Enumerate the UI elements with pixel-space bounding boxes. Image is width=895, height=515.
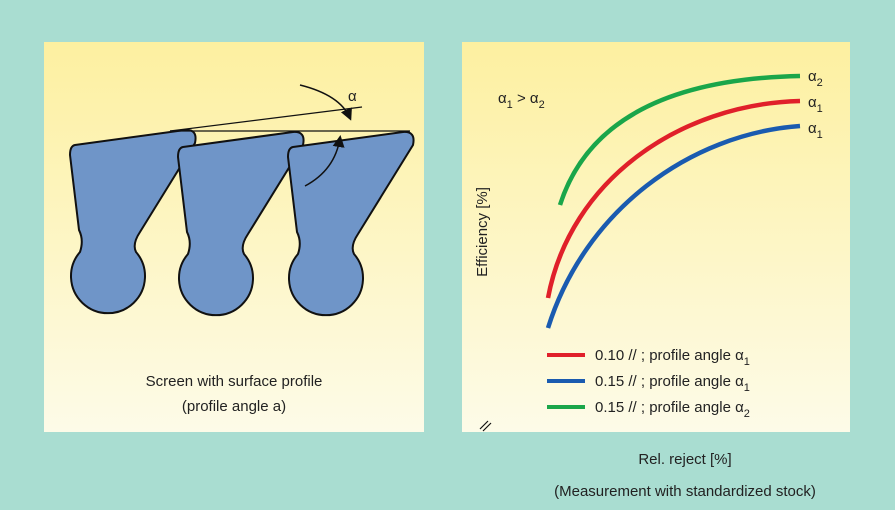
angle-label: α (348, 88, 357, 105)
caption: Screen with surface profile (146, 373, 323, 390)
symbol: α (735, 399, 744, 416)
y-axis-label: Efficiency [%] (474, 187, 491, 277)
symbol: α (498, 90, 507, 107)
angle-arrow (299, 84, 352, 121)
legend-label: 0.10 // ; profile angle α1 (595, 347, 750, 368)
subscript: 1 (817, 103, 823, 115)
symbol: α (530, 90, 539, 107)
relation-label: α1 > α2 (498, 90, 545, 111)
curve-label: α1 (808, 94, 823, 115)
symbol: α (808, 120, 817, 137)
symbol: α (735, 373, 744, 390)
angle-arrow (304, 135, 345, 187)
x-axis-label: (Measurement with standardized stock) (554, 483, 816, 500)
curve-label: α1 (808, 120, 823, 141)
symbol: α (808, 94, 817, 111)
profile-line (169, 106, 363, 132)
operator: > (513, 90, 530, 107)
subscript: 2 (817, 77, 823, 89)
subscript: 2 (744, 408, 750, 420)
blades (68, 128, 415, 317)
legend-label: 0.15 // ; profile angle α1 (595, 373, 750, 394)
legend-text: 0.15 // ; profile angle (595, 399, 735, 416)
blade (68, 128, 197, 315)
symbol: α (808, 68, 817, 85)
symbol: α (735, 347, 744, 364)
subscript: 1 (744, 356, 750, 368)
curve (545, 98, 801, 299)
caption: (profile angle a) (182, 398, 286, 415)
right-panel (462, 42, 850, 432)
legend-text: 0.10 // ; profile angle (595, 347, 735, 364)
curve (545, 123, 801, 329)
legend-label: 0.15 // ; profile angle α2 (595, 399, 750, 420)
axis-break (479, 420, 492, 432)
x-axis-label: Rel. reject [%] (638, 451, 731, 468)
subscript: 1 (817, 129, 823, 141)
legend: 0.10 // ; profile angle α10.15 // ; prof… (547, 347, 750, 420)
subscript: 1 (507, 99, 513, 111)
legend-text: 0.15 // ; profile angle (595, 373, 735, 390)
subscript: 2 (539, 99, 545, 111)
subscript: 1 (744, 382, 750, 394)
curve (557, 73, 801, 206)
curve-label: α2 (808, 68, 823, 89)
